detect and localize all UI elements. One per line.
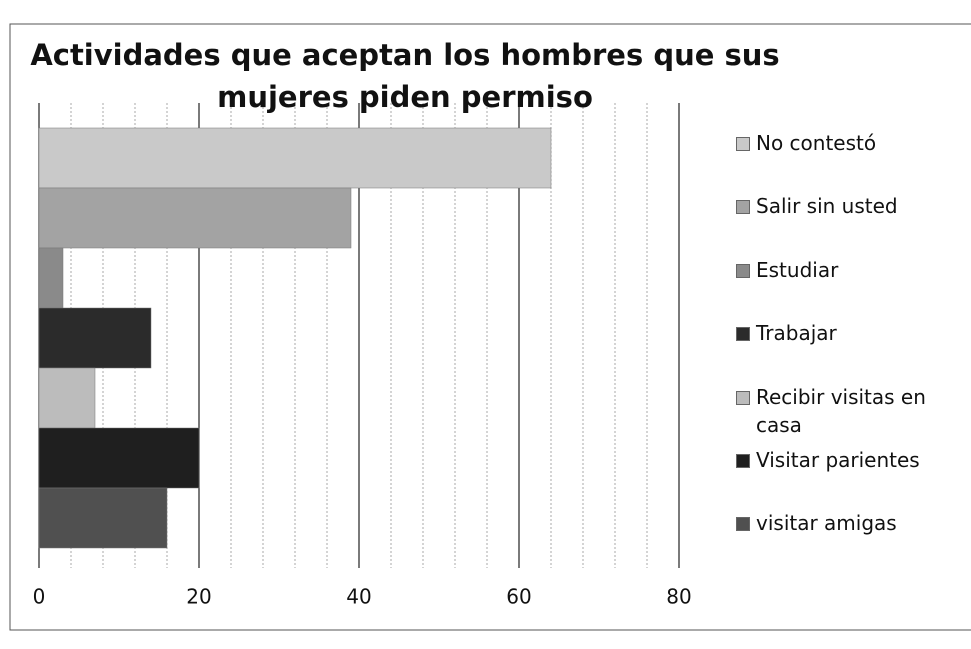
legend-label: visitar amigas — [756, 511, 897, 535]
legend-label: Trabajar — [756, 321, 837, 345]
legend-swatch — [736, 137, 750, 151]
legend-label: Salir sin usted — [756, 194, 898, 218]
x-tick-label: 60 — [506, 585, 531, 609]
legend-label: Estudiar — [756, 258, 839, 282]
chart-frame — [9, 23, 971, 631]
legend-swatch — [736, 264, 750, 278]
legend-entry: visitar amigas — [736, 509, 966, 537]
bar — [38, 127, 552, 189]
bar — [38, 367, 96, 429]
bar — [38, 247, 64, 309]
legend-entry: No contestó — [736, 129, 966, 157]
chart-title: Actividades que aceptan los hombres que … — [30, 38, 780, 114]
legend-entry: Trabajar — [736, 319, 966, 347]
legend-entry: Visitar parientes — [736, 446, 966, 474]
legend-swatch — [736, 391, 750, 405]
legend-label: Visitar parientes — [756, 448, 920, 472]
legend-entry: Recibir visitas en casa — [736, 383, 966, 439]
x-tick-label: 0 — [33, 585, 46, 609]
bar — [38, 187, 352, 249]
x-tick-label: 80 — [666, 585, 691, 609]
legend-swatch — [736, 200, 750, 214]
bar — [38, 307, 152, 369]
legend-label: No contestó — [756, 131, 877, 155]
legend-label: Recibir visitas en casa — [756, 385, 926, 437]
x-tick-label: 20 — [186, 585, 211, 609]
legend-entry: Salir sin usted — [736, 192, 966, 220]
legend-swatch — [736, 454, 750, 468]
bar — [38, 427, 200, 489]
x-tick-label: 40 — [346, 585, 371, 609]
bar — [38, 487, 168, 549]
legend-swatch — [736, 517, 750, 531]
legend-entry: Estudiar — [736, 256, 966, 284]
legend-swatch — [736, 327, 750, 341]
